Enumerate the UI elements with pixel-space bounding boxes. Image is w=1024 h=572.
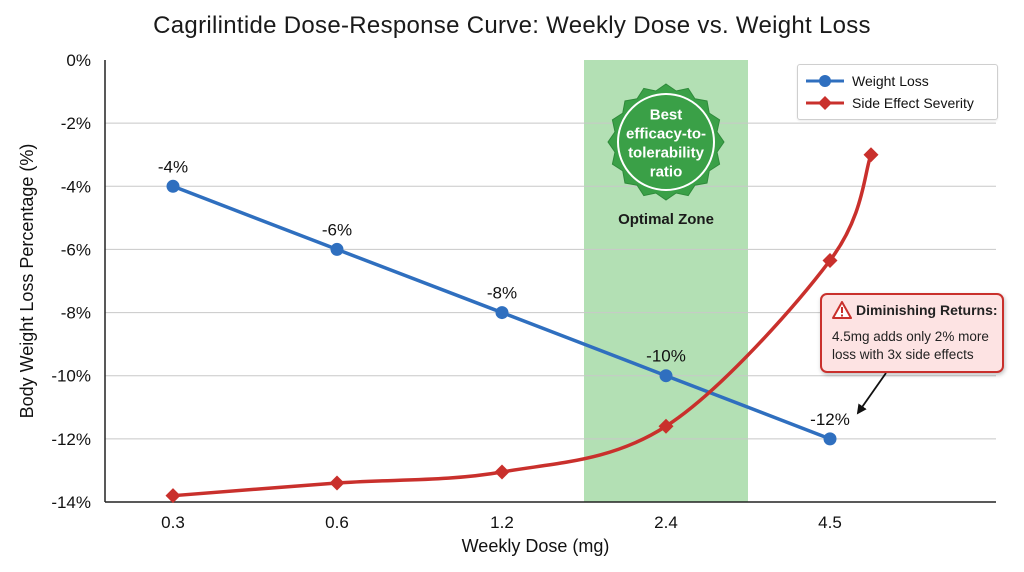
x-axis-title: Weekly Dose (mg) — [462, 536, 610, 556]
badge-text-line: Best — [650, 107, 683, 124]
x-tick-label: 1.2 — [490, 513, 514, 532]
optimal-zone-label: Optimal Zone — [618, 211, 714, 228]
y-tick-label: -14% — [51, 493, 91, 512]
badge-inner-ring — [617, 93, 715, 191]
y-tick-label: -10% — [51, 367, 91, 386]
callout-body: 4.5mg adds only 2% more loss with 3x sid… — [832, 328, 1000, 364]
legend-entry-side-effect: Side Effect Severity — [804, 93, 974, 113]
series-line-side-effect — [172, 154, 873, 498]
callout-title-text: Diminishing Returns: — [856, 302, 998, 318]
badge-text-line: efficacy-to- — [626, 126, 706, 143]
y-tick-label: -2% — [61, 114, 91, 133]
x-tick-label: 4.5 — [818, 513, 842, 532]
data-point-side-effect — [329, 475, 345, 491]
legend-entry-weight-loss: Weight Loss — [804, 71, 929, 91]
data-label-weight-loss: -10% — [646, 347, 686, 366]
data-point-weight-loss — [823, 432, 837, 446]
y-axis-title: Body Weight Loss Percentage (%) — [17, 144, 37, 419]
data-point-weight-loss — [495, 306, 509, 320]
callout-line-1: 4.5mg adds only 2% more — [832, 329, 989, 344]
y-tick-label: -6% — [61, 240, 91, 259]
data-point-weight-loss — [330, 242, 344, 256]
legend-label-side-effect: Side Effect Severity — [852, 95, 974, 111]
data-label-weight-loss: -6% — [322, 220, 352, 239]
data-point-side-effect — [494, 464, 510, 480]
x-tick-label: 0.3 — [161, 513, 185, 532]
y-tick-label: -8% — [61, 304, 91, 323]
data-point-weight-loss — [166, 179, 180, 193]
data-point-side-effect — [822, 252, 838, 268]
data-point-side-effect — [165, 488, 181, 504]
y-tick-label: 0% — [66, 51, 91, 70]
badge-text-line: tolerability — [628, 145, 705, 162]
chart-title: Cagrilintide Dose-Response Curve: Weekly… — [153, 12, 871, 39]
legend-swatch-side-effect — [806, 96, 844, 110]
warning-icon — [832, 301, 852, 319]
callout-line-2: loss with 3x side effects — [832, 347, 974, 362]
x-tick-label: 2.4 — [654, 513, 678, 532]
badge-text-line: ratio — [650, 164, 683, 181]
data-label-weight-loss: -4% — [158, 157, 188, 176]
callout-arrow — [856, 372, 887, 415]
legend-label-weight-loss: Weight Loss — [852, 73, 929, 89]
data-label-weight-loss: -8% — [487, 284, 517, 303]
diminishing-returns-callout: Diminishing Returns: 4.5mg adds only 2% … — [820, 293, 1004, 373]
data-label-weight-loss: -12% — [810, 410, 850, 429]
data-point-side-effect — [863, 147, 879, 163]
legend-swatch-weight-loss — [806, 75, 844, 87]
y-tick-label: -4% — [61, 177, 91, 196]
optimal-zone-badge — [607, 83, 725, 201]
y-tick-label: -12% — [51, 430, 91, 449]
data-point-side-effect — [658, 418, 674, 434]
chart-legend: Weight Loss Side Effect Severity — [797, 64, 998, 120]
data-point-weight-loss — [659, 369, 673, 383]
callout-title: Diminishing Returns: — [832, 301, 998, 319]
x-tick-label: 0.6 — [325, 513, 349, 532]
